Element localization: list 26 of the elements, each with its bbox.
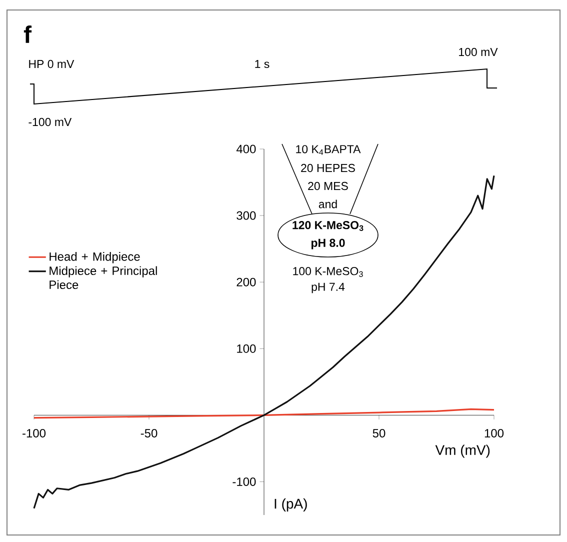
y-tick-label: 200 <box>236 278 256 286</box>
y-tick-label: -100 <box>232 477 256 486</box>
x-tick-label: -100 <box>22 428 46 438</box>
text: HP 0 mV <box>29 60 74 68</box>
text: 100 mV <box>459 48 498 56</box>
chart-title: f <box>24 26 32 43</box>
legend-label: Head + Midpiece <box>50 252 140 264</box>
y-axis-title: I (pA) <box>274 498 307 512</box>
y-tick-label: 100 <box>237 344 256 353</box>
annotation: 100 K-MeSO$_{3}$ <box>293 267 363 277</box>
annotation: and <box>318 200 337 208</box>
annotation: pH 7.4 <box>312 282 345 294</box>
x-tick-label: 100 <box>484 428 504 438</box>
y-tick-label: 300 <box>236 211 256 220</box>
annotation: 120 K-MeSO$_{3}$ <box>292 221 364 231</box>
x-tick-label: 50 <box>372 428 386 438</box>
annotation: pH 8.0 <box>312 238 345 250</box>
annotation: 20 HEPES <box>301 164 355 172</box>
annotation: 20 MES <box>308 182 348 190</box>
x-tick-label: -50 <box>140 428 158 438</box>
x-axis-title: Vm (mV) <box>435 444 490 458</box>
y-tick-label: 400 <box>236 144 256 154</box>
annotation: 10 K$_{4}$BAPTA <box>296 145 361 155</box>
legend-label: Midpiece + Principal Piece <box>50 266 157 290</box>
text: -100 mV <box>28 118 72 126</box>
text: 1 s <box>255 60 270 68</box>
